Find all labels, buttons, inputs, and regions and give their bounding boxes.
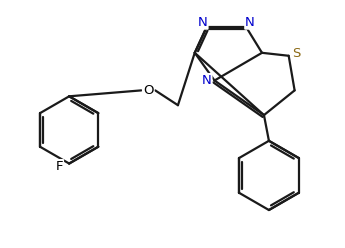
Text: N: N	[202, 74, 211, 87]
Text: N: N	[198, 16, 208, 29]
Text: S: S	[293, 47, 301, 60]
Text: F: F	[56, 160, 63, 173]
Text: O: O	[143, 84, 154, 97]
Text: N: N	[245, 16, 255, 29]
